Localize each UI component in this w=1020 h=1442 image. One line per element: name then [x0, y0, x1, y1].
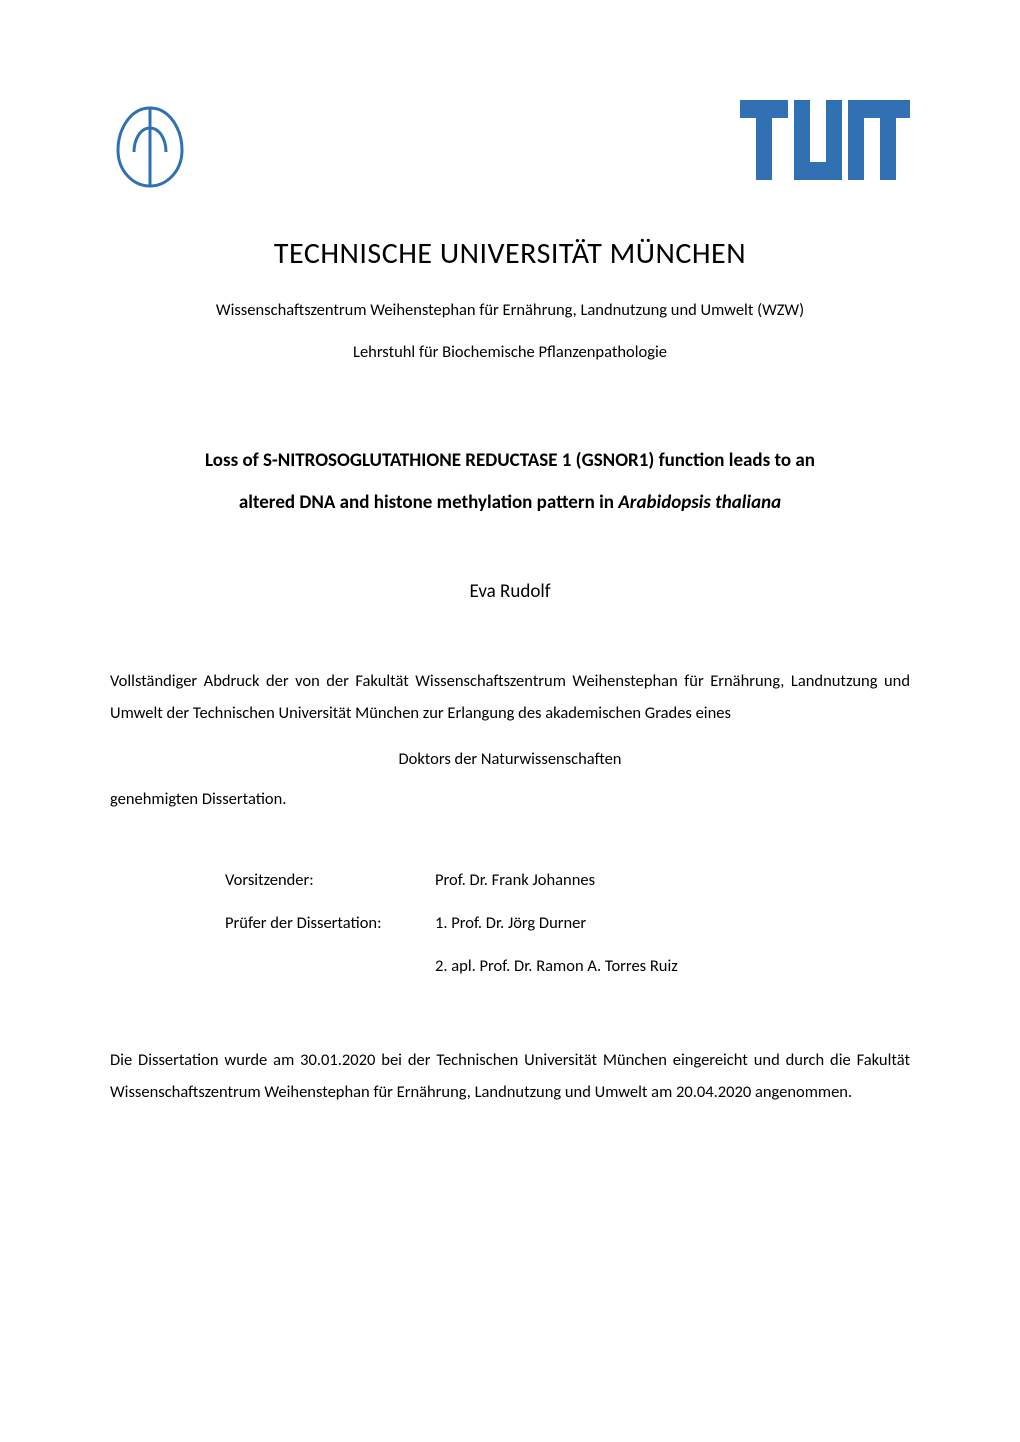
degree-line: Doktors der Naturwissenschaften [110, 749, 910, 769]
committee-examiner2: 2. apl. Prof. Dr. Ramon A. Torres Ruiz [435, 945, 678, 988]
committee-block: Vorsitzender: Prof. Dr. Frank Johannes P… [225, 859, 910, 988]
university-name: TECHNISCHE UNIVERSITÄT MÜNCHEN [110, 235, 910, 272]
closing-paragraph: Die Dissertation wurde am 30.01.2020 bei… [110, 1044, 910, 1108]
committee-chair-name: Prof. Dr. Frank Johannes [435, 859, 595, 902]
committee-examiners-label: Prüfer der Dissertation: [225, 902, 435, 945]
committee-chair-row: Vorsitzender: Prof. Dr. Frank Johannes [225, 859, 910, 902]
tum-logo [740, 100, 910, 195]
committee-examiner1-row: Prüfer der Dissertation: 1. Prof. Dr. Jö… [225, 902, 910, 945]
approved-line: genehmigten Dissertation. [110, 789, 910, 809]
thesis-title-line2: altered DNA and histone methylation patt… [110, 482, 910, 524]
faculty-name: Wissenschaftszentrum Weihenstephan für E… [110, 300, 910, 320]
committee-chair-label: Vorsitzender: [225, 859, 435, 902]
chair-name: Lehrstuhl für Biochemische Pflanzenpatho… [110, 342, 910, 362]
committee-spacer [225, 945, 435, 988]
thesis-title: Loss of S-NITROSOGLUTATHIONE REDUCTASE 1… [110, 440, 910, 524]
description-paragraph: Vollständiger Abdruck der von der Fakult… [110, 665, 910, 729]
committee-examiner2-row: 2. apl. Prof. Dr. Ramon A. Torres Ruiz [225, 945, 910, 988]
dissertation-title-page: TECHNISCHE UNIVERSITÄT MÜNCHEN Wissensch… [0, 0, 1020, 1442]
institute-logo-icon [110, 100, 190, 190]
thesis-title-line1: Loss of S-NITROSOGLUTATHIONE REDUCTASE 1… [110, 440, 910, 482]
institute-logo [110, 100, 190, 195]
thesis-title-species: Arabidopsis thaliana [618, 491, 781, 514]
tum-logo-icon [740, 100, 910, 190]
thesis-title-line2-plain: altered DNA and histone methylation patt… [239, 491, 618, 514]
committee-examiner1: 1. Prof. Dr. Jörg Durner [435, 902, 586, 945]
logo-row [110, 100, 910, 195]
author-name: Eva Rudolf [110, 580, 910, 603]
